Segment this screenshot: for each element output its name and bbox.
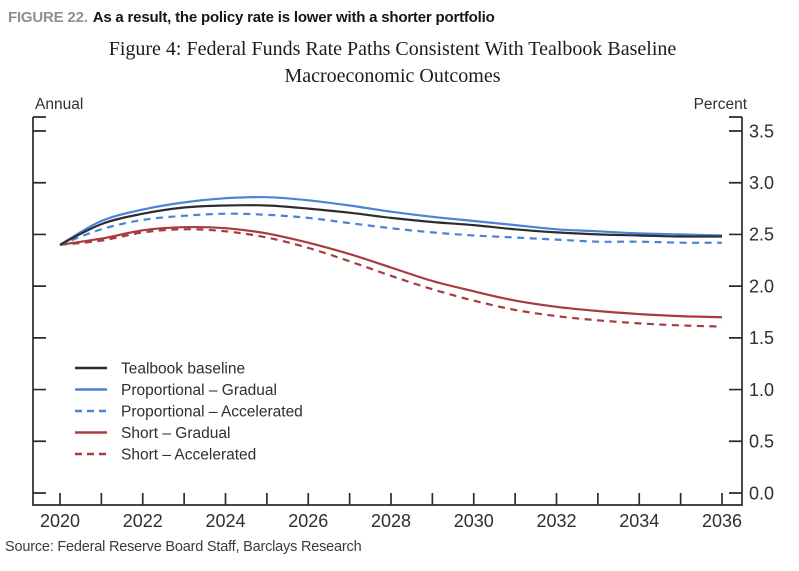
series-line-1 (59, 204, 723, 246)
legend-label: Tealbook baseline (121, 361, 245, 378)
series-line-5 (59, 228, 723, 328)
figure-number-label: FIGURE 22. (8, 9, 88, 26)
legend-label: Short – Accelerated (121, 447, 256, 464)
right-axis-unit-label: Percent (694, 96, 748, 113)
y-tick-label: 3.0 (749, 173, 774, 193)
y-tick-label: 1.5 (749, 328, 774, 348)
chart-title-line1: Figure 4: Federal Funds Rate Paths Consi… (108, 38, 677, 60)
x-tick-label: 2032 (536, 511, 576, 531)
y-tick-label: 2.5 (749, 225, 774, 245)
y-tick-label: 0.0 (749, 483, 774, 503)
x-tick-label: 2022 (123, 511, 163, 531)
chart-title: Figure 4: Federal Funds Rate Paths Consi… (0, 36, 785, 90)
x-tick-label: 2030 (454, 511, 494, 531)
series-line-2 (59, 195, 723, 246)
x-tick-label: 2024 (205, 511, 245, 531)
series-line-3 (59, 212, 723, 246)
y-tick-label: 2.0 (749, 276, 774, 296)
x-tick-label: 2028 (371, 511, 411, 531)
figure-header: FIGURE 22. As a result, the policy rate i… (8, 9, 495, 26)
series-line-4 (59, 225, 723, 319)
x-tick-label: 2026 (288, 511, 328, 531)
axis-frame (32, 117, 743, 506)
left-axis-unit-label: Annual (35, 96, 83, 113)
legend-label: Proportional – Gradual (121, 382, 277, 399)
x-tick-label: 2020 (40, 511, 80, 531)
y-tick-label: 0.5 (749, 432, 774, 452)
x-tick-label: 2034 (619, 511, 659, 531)
source-note: Source: Federal Reserve Board Staff, Bar… (5, 539, 362, 555)
y-tick-label: 3.5 (749, 121, 774, 141)
legend-label: Proportional – Accelerated (121, 404, 303, 421)
figure-headline: As a result, the policy rate is lower wi… (92, 9, 495, 26)
y-tick-label: 1.0 (749, 380, 774, 400)
legend-label: Short – Gradual (121, 425, 230, 442)
chart-title-line2: Macroeconomic Outcomes (284, 65, 501, 87)
x-tick-label: 2036 (702, 511, 742, 531)
